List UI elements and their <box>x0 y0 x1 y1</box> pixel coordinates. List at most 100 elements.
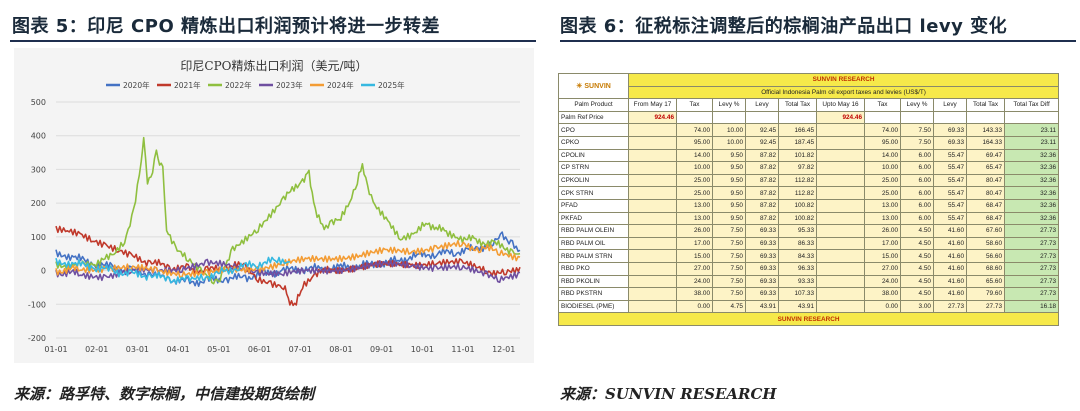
table-subtitle-row: Official Indonesia Palm oil export taxes… <box>559 85 1060 100</box>
table-cell: 25.00 <box>864 186 901 200</box>
levy-table: ☀ SUNVIN SUNVIN RESEARCH Official Indone… <box>557 72 1060 326</box>
series-line <box>55 258 521 283</box>
table-cell: 80.47 <box>966 186 1005 200</box>
table-cell: 69.33 <box>745 224 779 238</box>
table-cell: 27.73 <box>1003 249 1060 263</box>
series-line <box>55 225 521 307</box>
ref-price-row: Palm Ref Price 924.46 924.46 <box>558 110 1060 125</box>
table-cell: 10.00 <box>712 123 746 137</box>
table-cell: 23.11 <box>1003 135 1060 150</box>
x-tick-label: 12-01 <box>492 345 515 354</box>
product-name: RBD PALM OLEIN <box>558 224 629 238</box>
table-cell: 25.00 <box>676 186 713 200</box>
x-tick-label: 11-01 <box>451 345 474 354</box>
table-cell: 32.36 <box>1003 198 1060 213</box>
table-row: CPKOLIN 25.00 9.50 87.82 112.82 25.00 6.00 55.4… <box>558 173 1060 188</box>
table-cell: 9.50 <box>712 211 746 226</box>
table-cell: 56.60 <box>966 249 1005 263</box>
table-cell: 92.45 <box>745 123 779 137</box>
table-cell <box>712 110 746 125</box>
table-cell: 9.50 <box>712 148 746 163</box>
legend-entry: 2024年 <box>327 80 354 90</box>
column-header: Levy <box>745 98 779 112</box>
table-cell <box>816 198 865 213</box>
table-cell: 95.33 <box>778 224 817 238</box>
x-tick-label: 08-01 <box>329 345 352 354</box>
source-note: 来源：路孚特、数字棕榈，中信建投期货绘制 <box>14 385 315 403</box>
y-tick-label: -100 <box>28 300 46 309</box>
table-cell: 17.00 <box>864 236 901 251</box>
table-cell: 14.00 <box>676 148 713 163</box>
table-cell <box>628 287 677 301</box>
x-tick-label: 09-01 <box>370 345 393 354</box>
table-cell <box>778 110 817 125</box>
table-cell: 4.50 <box>900 274 934 289</box>
table-cell: 55.47 <box>933 198 967 213</box>
x-tick-label: 07-01 <box>289 345 312 354</box>
table-cell <box>816 224 865 238</box>
table-cell: 164.33 <box>966 135 1005 150</box>
table-cell <box>628 123 677 137</box>
table-cell: 6.00 <box>900 161 934 175</box>
table-cell <box>628 299 677 314</box>
table-cell: 13.00 <box>676 198 713 213</box>
y-tick-label: 0 <box>41 267 46 276</box>
table-cell: 69.33 <box>745 261 779 276</box>
table-cell: 84.33 <box>778 249 817 263</box>
column-header: Levy % <box>712 98 746 112</box>
table-cell: 6.00 <box>900 173 934 188</box>
table-cell: 6.00 <box>900 186 934 200</box>
table-cell: 87.82 <box>745 198 779 213</box>
table-cell: 55.47 <box>933 186 967 200</box>
table-cell: 55.47 <box>933 148 967 163</box>
legend-entry: 2020年 <box>123 80 150 90</box>
table-cell: 7.50 <box>712 236 746 251</box>
table-cell: 100.82 <box>778 211 817 226</box>
table-cell: 10.00 <box>676 161 713 175</box>
table-row: RBD PALM STRN 15.00 7.50 69.33 84.33 15.00 4.5… <box>558 249 1060 263</box>
table-cell <box>628 135 677 150</box>
table-subtitle: Official Indonesia Palm oil export taxes… <box>627 85 1060 100</box>
ref-price-label: Palm Ref Price <box>558 110 629 125</box>
x-tick-label: 02-01 <box>85 345 108 354</box>
product-name: PFAD <box>558 198 629 213</box>
table-cell: 97.82 <box>778 161 817 175</box>
table-cell <box>816 123 865 137</box>
table-cell: 38.00 <box>864 287 901 301</box>
left-panel: 图表 5：印尼 CPO 精炼出口利润预计将进一步转差 印尼CPO精炼出口利润（美… <box>10 16 536 403</box>
product-name: RBD PKO <box>558 261 629 276</box>
table-cell <box>628 224 677 238</box>
table-cell: 187.45 <box>778 135 817 150</box>
table-cell <box>628 211 677 226</box>
table-cell <box>816 299 865 314</box>
x-tick-label: 10-01 <box>411 345 434 354</box>
table-cell: 41.60 <box>933 287 967 301</box>
table-cell: 7.50 <box>712 261 746 276</box>
x-tick-label: 03-01 <box>126 345 149 354</box>
table-cell: 166.45 <box>778 123 817 137</box>
table-cell <box>933 110 967 125</box>
table-cell: 9.50 <box>712 186 746 200</box>
table-cell <box>816 173 865 188</box>
table-cell: 9.50 <box>712 198 746 213</box>
table-row: PFAD 13.00 9.50 87.82 100.82 13.00 6.00 55.47 68… <box>558 198 1060 213</box>
column-header: Total Tax Diff <box>1003 98 1060 112</box>
table-cell: 27.73 <box>1003 224 1060 238</box>
table-cell: 14.00 <box>864 148 901 163</box>
table-cell: 69.33 <box>745 236 779 251</box>
x-tick-label: 06-01 <box>248 345 271 354</box>
column-header: Levy % <box>900 98 934 112</box>
table-cell: 69.33 <box>745 274 779 289</box>
table-cell: 65.47 <box>966 161 1005 175</box>
table-cell: 25.00 <box>676 173 713 188</box>
table-row: RBD PALM OIL 17.00 7.50 69.33 86.33 17.00 4.50… <box>558 236 1060 251</box>
table-cell <box>816 261 865 276</box>
table-cell: 96.33 <box>778 261 817 276</box>
product-name: CPKO <box>558 135 629 150</box>
table-cell: 68.47 <box>966 211 1005 226</box>
table-row: RBD PKSTRN 38.00 7.50 69.33 107.33 38.00 4.50 4… <box>558 287 1060 301</box>
table-cell: 4.50 <box>900 249 934 263</box>
table-cell: 6.00 <box>900 211 934 226</box>
table-cell <box>676 110 713 125</box>
column-header: From May 17 <box>628 98 677 112</box>
